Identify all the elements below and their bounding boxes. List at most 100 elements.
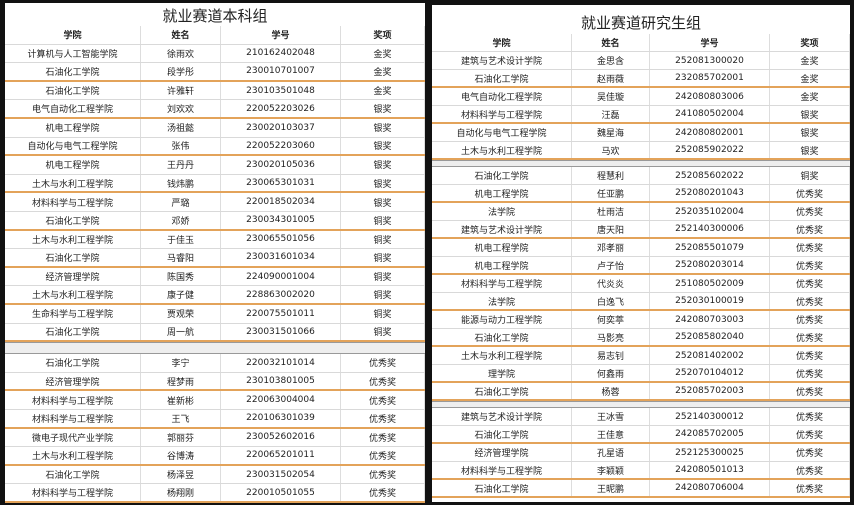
table-cell: 材料科学与工程学院 [5,193,141,211]
table-cell: 杨蓉 [572,383,650,399]
table-cell: 252085802040 [650,329,770,345]
table-cell: 铜奖 [341,305,425,323]
table-cell: 优秀奖 [770,365,850,381]
panel-title: 就业赛道本科组 [162,7,268,25]
table-row: 石油化工学院 程慧利 252085602022 铜奖 [432,167,850,185]
table-cell: 段学彤 [141,63,221,80]
table-row: 经济管理学院 程梦雨 230103801005 优秀奖 [5,372,425,392]
table-row: 材料科学与工程学院 崔新彬 220063004004 优秀奖 [5,391,425,410]
table-cell: 优秀奖 [341,410,425,427]
table-cell: 材料科学与工程学院 [432,462,572,478]
table-cell: 210162402048 [221,44,341,63]
table-cell: 252085501079 [650,239,770,256]
table-cell: 材料科学与工程学院 [5,391,141,409]
table-cell: 钱炜鹏 [141,174,221,192]
table-cell: 马欢 [572,142,650,158]
table-cell: 252125300025 [650,444,770,461]
table-cell: 唐天阳 [572,221,650,237]
header-cell: 姓名 [572,34,650,51]
table-cell: 242085702005 [650,426,770,442]
table-row: 机电工程学院 汤祖懿 230020103037 银奖 [5,119,425,138]
table-cell: 220065201011 [221,447,341,464]
table-cell: 银奖 [341,193,425,211]
table-row: 材料科学与工程学院 李颖颖 242080501013 优秀奖 [432,462,850,480]
table-row: 自动化与电气工程学院 魏星海 242080802001 银奖 [432,124,850,142]
table-cell: 刘欢欢 [141,100,221,117]
table-cell: 郭丽芬 [141,428,221,447]
table-cell: 土木与水利工程学院 [5,230,141,249]
table-cell: 220018502034 [221,193,341,211]
table-cell: 金奖 [770,70,850,86]
table-cell: 252085602022 [650,167,770,184]
table-cell: 石油化工学院 [5,354,141,372]
table-cell: 铜奖 [341,286,425,303]
table-cell: 石油化工学院 [432,70,572,86]
table-cell: 252085902022 [650,142,770,158]
table-cell: 何鑫雨 [572,365,650,381]
table-cell: 220032101014 [221,354,341,372]
table-cell: 银奖 [341,174,425,192]
table-cell: 自动化与电气工程学院 [5,137,141,155]
table-cell: 机电工程学院 [5,119,141,137]
table-cell: 土木与水利工程学院 [5,447,141,464]
table-row: 石油化工学院 马影亮 252085802040 优秀奖 [432,329,850,347]
table-row: 土木与水利工程学院 钱炜鹏 230065301031 银奖 [5,174,425,194]
table-cell: 程梦雨 [141,372,221,390]
table-cell: 吴佳璇 [572,88,650,105]
table-cell: 金奖 [770,88,850,105]
table-cell: 银奖 [770,142,850,158]
table-cell: 机电工程学院 [432,257,572,273]
table-cell: 铜奖 [341,212,425,229]
table-cell: 徐雨欢 [141,44,221,63]
table-row: 微电子现代产业学院 郭丽芬 230052602016 优秀奖 [5,428,425,448]
table-cell: 优秀奖 [341,428,425,447]
table-row: 石油化工学院 王佳意 242085702005 优秀奖 [432,426,850,444]
table-cell: 优秀奖 [770,383,850,399]
table-cell: 铜奖 [770,167,850,184]
table-row: 土木与水利工程学院 马欢 252085902022 银奖 [432,142,850,160]
table-cell: 谷博涛 [141,447,221,464]
table-cell: 230065301031 [221,174,341,192]
table-cell: 石油化工学院 [5,63,141,80]
table-row: 建筑与艺术设计学院 唐天阳 252140300006 优秀奖 [432,221,850,239]
table-cell: 土木与水利工程学院 [5,286,141,303]
table-cell: 优秀奖 [770,257,850,273]
table-row: 机电工程学院 王丹丹 230020105036 银奖 [5,156,425,175]
table-cell: 优秀奖 [770,275,850,292]
table-cell: 230031501066 [221,323,341,341]
table-cell: 优秀奖 [770,185,850,201]
table-cell: 机电工程学院 [432,239,572,256]
table-row: 自动化与电气工程学院 张伟 220052203060 银奖 [5,137,425,157]
panel-title: 就业赛道研究生组 [580,14,701,32]
table-cell: 能源与动力工程学院 [432,311,572,328]
table-cell: 251080502009 [650,275,770,292]
table-row: 经济管理学院 孔星语 252125300025 优秀奖 [432,444,850,462]
block-separator [432,401,850,408]
table-cell: 金奖 [341,81,425,100]
table-cell: 石油化工学院 [5,323,141,341]
table-cell: 252070104012 [650,365,770,381]
table-cell: 机电工程学院 [432,185,572,201]
table-cell: 220010501055 [221,484,341,501]
table-cell: 石油化工学院 [5,81,141,100]
table-panel: 就业赛道研究生组 学院 姓名 学号 奖项 建筑与艺术设计学院 金思含 252081300020… [432,5,850,502]
table-cell: 法学院 [432,203,572,220]
table-cell: 银奖 [341,119,425,137]
table-cell: 贾观荣 [141,305,221,323]
table-cell: 银奖 [770,106,850,122]
table-cell: 优秀奖 [770,239,850,256]
table-row: 能源与动力工程学院 何奕葶 242080703003 优秀奖 [432,311,850,329]
table-cell: 252085702003 [650,383,770,399]
table-cell: 252081402002 [650,347,770,364]
header-cell: 学院 [432,34,572,51]
table-cell: 220106301039 [221,410,341,427]
table-cell: 材料科学与工程学院 [5,410,141,427]
table-row: 石油化工学院 周一航 230031501066 铜奖 [5,323,425,343]
table-row: 法学院 杜雨洁 252035102004 优秀奖 [432,203,850,221]
table-row: 经济管理学院 陈国秀 224090001004 铜奖 [5,267,425,287]
table-cell: 242080703003 [650,311,770,328]
table-cell: 242080803006 [650,88,770,105]
table-cell: 230065501056 [221,230,341,249]
table-cell: 优秀奖 [341,391,425,409]
table-cell: 220075501011 [221,305,341,323]
